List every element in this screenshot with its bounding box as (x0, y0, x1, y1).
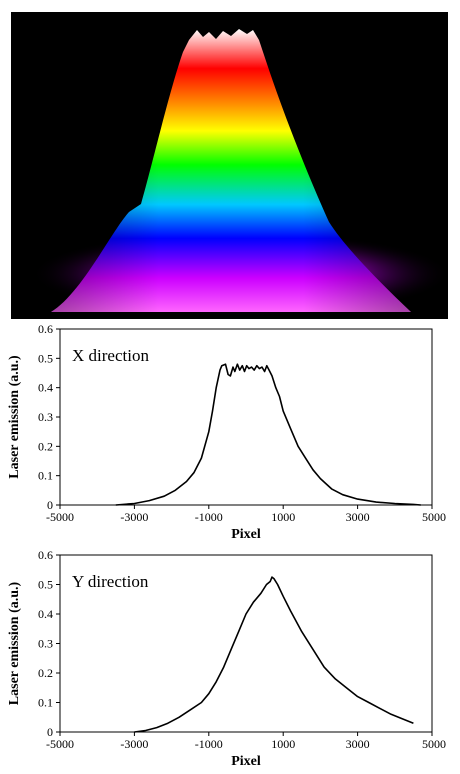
x-chart-x-tick-label: -3000 (120, 510, 148, 524)
x-chart-y-tick-label: 0.3 (38, 410, 53, 424)
y-chart-x-tick-label: -5000 (46, 737, 74, 751)
y-chart-emission-line (134, 576, 414, 733)
x-chart-x-tick-label: -1000 (195, 510, 223, 524)
y-chart-y-tick-label: 0.1 (38, 696, 53, 710)
y-chart-y-tick-label: 0.5 (38, 578, 53, 592)
y-chart-x-axis-label: Pixel (231, 754, 261, 769)
x-chart-x-tick-label: 3000 (346, 510, 370, 524)
x-chart-y-tick-label: 0.1 (38, 469, 53, 483)
y-direction-chart: 0 0.1 0.2 0.3 0.4 0.5 0.6 -5000 -3000 -1000 1000 30… (7, 548, 446, 769)
x-chart-y-tick-label: 0.5 (38, 351, 53, 365)
x-chart-y-tick-label: 0.2 (38, 439, 53, 453)
x-chart-y-tick-label: 0 (47, 498, 53, 512)
y-chart-y-tick-label: 0.4 (38, 607, 53, 621)
x-chart-x-tick-label: -5000 (46, 510, 74, 524)
x-chart-y-tick-label: 0.6 (38, 322, 53, 336)
y-chart-x-tick-label: -3000 (120, 737, 148, 751)
y-chart-y-tick-label: 0.2 (38, 666, 53, 680)
y-chart-x-tick-label: 3000 (346, 737, 370, 751)
x-chart-x-tick-label: 5000 (422, 510, 446, 524)
y-chart-y-axis-label: Laser emission (a.u.) (7, 581, 22, 705)
y-chart-y-tick-label: 0 (47, 725, 53, 739)
y-chart-x-tick-label: 5000 (422, 737, 446, 751)
x-chart-direction-label: X direction (72, 346, 149, 365)
y-chart-direction-label: Y direction (72, 572, 149, 591)
x-direction-chart: 0 0.1 0.2 0.3 0.4 0.5 0.6 -5000 -3000 -1000 1000 30… (7, 322, 446, 542)
beam-profile-3d-image (11, 12, 448, 319)
y-chart-y-tick-label: 0.6 (38, 548, 53, 562)
x-chart-emission-line (115, 363, 421, 506)
y-chart-x-tick-label: 1000 (271, 737, 295, 751)
x-chart-x-axis-label: Pixel (231, 527, 261, 542)
y-chart-y-tick-label: 0.3 (38, 637, 53, 651)
y-chart-x-tick-label: -1000 (195, 737, 223, 751)
x-chart-x-tick-label: 1000 (271, 510, 295, 524)
x-chart-y-tick-label: 0.4 (38, 381, 53, 395)
x-chart-y-axis-label: Laser emission (a.u.) (7, 355, 22, 479)
